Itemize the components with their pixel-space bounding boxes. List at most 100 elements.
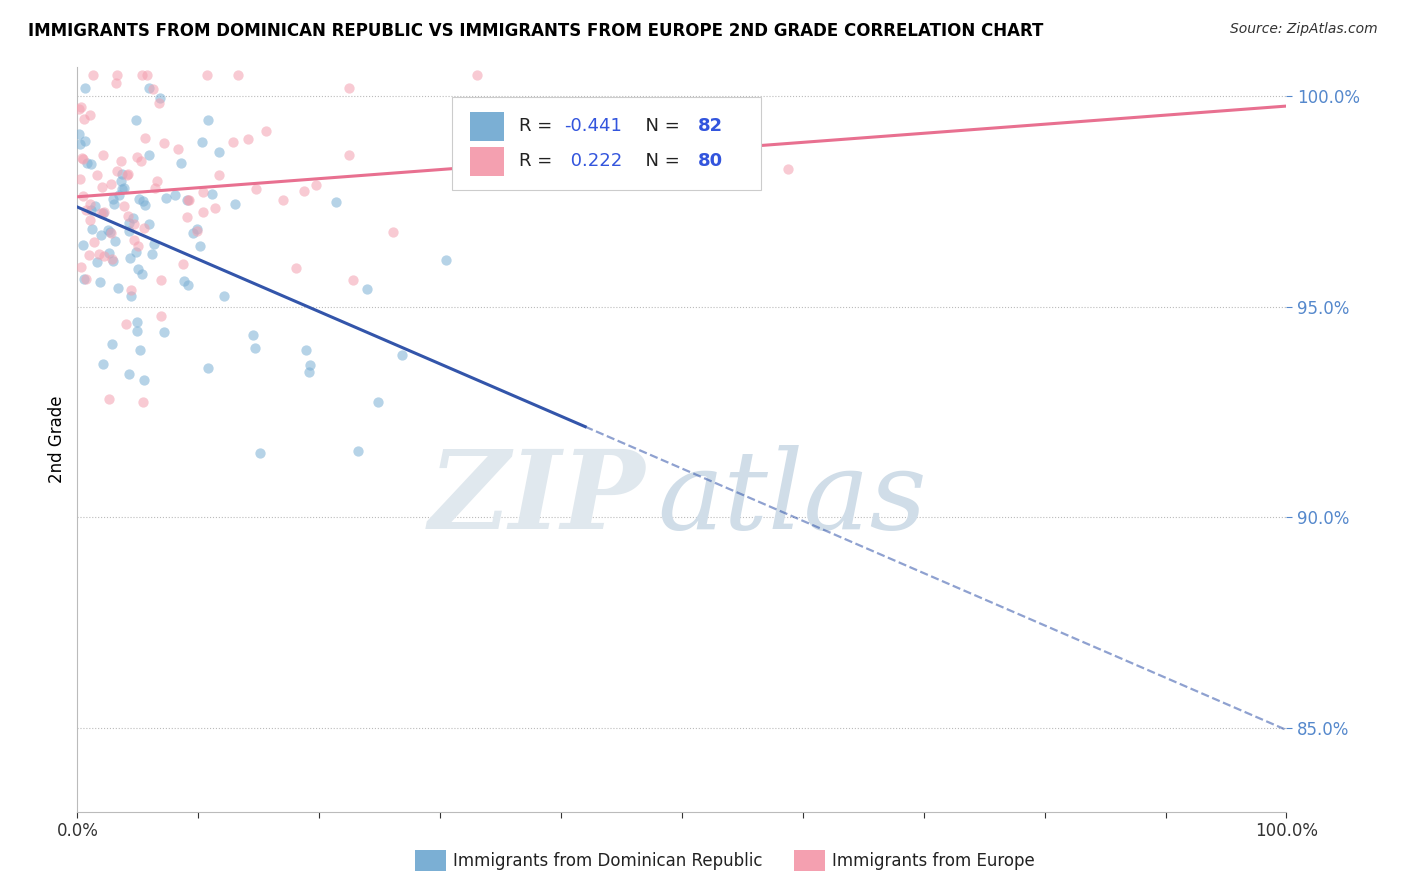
Point xyxy=(67,103,90,117)
Point xyxy=(134,131,156,145)
Point xyxy=(120,289,142,303)
Point xyxy=(122,233,145,247)
Point xyxy=(73,81,96,95)
Point xyxy=(67,128,90,142)
Text: Source: ZipAtlas.com: Source: ZipAtlas.com xyxy=(1230,22,1378,37)
Point xyxy=(118,367,141,381)
Point xyxy=(100,177,122,191)
Point xyxy=(295,343,318,357)
Point xyxy=(97,245,120,260)
Point xyxy=(79,197,101,211)
Point xyxy=(136,68,159,82)
Point xyxy=(70,151,93,165)
Point xyxy=(73,112,96,126)
Point xyxy=(292,184,315,198)
Point xyxy=(91,148,114,162)
Point xyxy=(111,167,134,181)
Point xyxy=(80,221,103,235)
Point xyxy=(90,206,112,220)
FancyBboxPatch shape xyxy=(415,850,446,871)
Point xyxy=(132,394,155,409)
Point xyxy=(127,315,149,329)
Point xyxy=(125,324,148,338)
Point xyxy=(284,261,307,276)
Point xyxy=(124,245,146,260)
Point xyxy=(77,248,100,262)
Point xyxy=(72,237,94,252)
Point xyxy=(101,254,124,268)
Text: 0.222: 0.222 xyxy=(565,153,621,170)
Point xyxy=(254,124,277,138)
Point xyxy=(134,220,156,235)
Point xyxy=(778,162,800,177)
Point xyxy=(75,202,97,217)
Point xyxy=(98,225,121,239)
FancyBboxPatch shape xyxy=(470,112,505,141)
Point xyxy=(150,273,173,287)
Point xyxy=(101,337,124,351)
Point xyxy=(83,235,105,250)
Text: atlas: atlas xyxy=(658,445,928,553)
Point xyxy=(69,260,91,274)
Point xyxy=(91,357,114,371)
Point xyxy=(208,145,231,159)
Point xyxy=(104,76,127,90)
Point xyxy=(73,135,96,149)
Point xyxy=(118,224,141,238)
Text: R =: R = xyxy=(519,153,558,170)
Point xyxy=(87,247,110,261)
Point xyxy=(298,358,321,372)
Point xyxy=(245,341,267,355)
Point xyxy=(120,251,142,265)
FancyBboxPatch shape xyxy=(453,96,761,190)
FancyBboxPatch shape xyxy=(470,147,505,176)
Point xyxy=(153,325,176,339)
Point xyxy=(191,185,214,199)
Point xyxy=(155,191,177,205)
Point xyxy=(186,222,208,236)
Point xyxy=(115,317,138,331)
Point xyxy=(72,189,94,203)
Point xyxy=(271,193,294,207)
Point xyxy=(111,182,134,196)
Point xyxy=(86,255,108,269)
Point xyxy=(163,188,186,202)
Text: 80: 80 xyxy=(697,153,723,170)
Point xyxy=(188,238,211,252)
Point xyxy=(97,223,120,237)
Point xyxy=(249,446,271,460)
Point xyxy=(100,226,122,240)
Point xyxy=(90,228,112,243)
Point xyxy=(226,68,249,82)
Point xyxy=(179,193,201,207)
Text: Immigrants from Europe: Immigrants from Europe xyxy=(832,852,1035,870)
Point xyxy=(117,210,139,224)
Point xyxy=(72,152,94,166)
Point xyxy=(117,168,139,182)
Point xyxy=(242,327,264,342)
Point xyxy=(82,68,104,82)
Point xyxy=(304,178,326,192)
Point xyxy=(69,137,91,152)
Point xyxy=(91,205,114,219)
Point xyxy=(367,395,389,409)
Point xyxy=(90,180,112,194)
Point xyxy=(76,156,98,170)
Point xyxy=(129,343,152,358)
Point xyxy=(436,253,458,268)
Point xyxy=(79,213,101,227)
Point xyxy=(212,289,235,303)
Point xyxy=(105,164,128,178)
Point xyxy=(112,180,135,194)
Point xyxy=(89,275,111,289)
Point xyxy=(108,188,131,202)
Point xyxy=(118,216,141,230)
Text: IMMIGRANTS FROM DOMINICAN REPUBLIC VS IMMIGRANTS FROM EUROPE 2ND GRADE CORRELATI: IMMIGRANTS FROM DOMINICAN REPUBLIC VS IM… xyxy=(28,22,1043,40)
Point xyxy=(150,309,173,323)
Point xyxy=(148,90,170,104)
Point xyxy=(170,156,193,170)
FancyBboxPatch shape xyxy=(794,850,825,871)
Point xyxy=(75,271,97,285)
Point xyxy=(115,168,138,182)
Point xyxy=(112,199,135,213)
